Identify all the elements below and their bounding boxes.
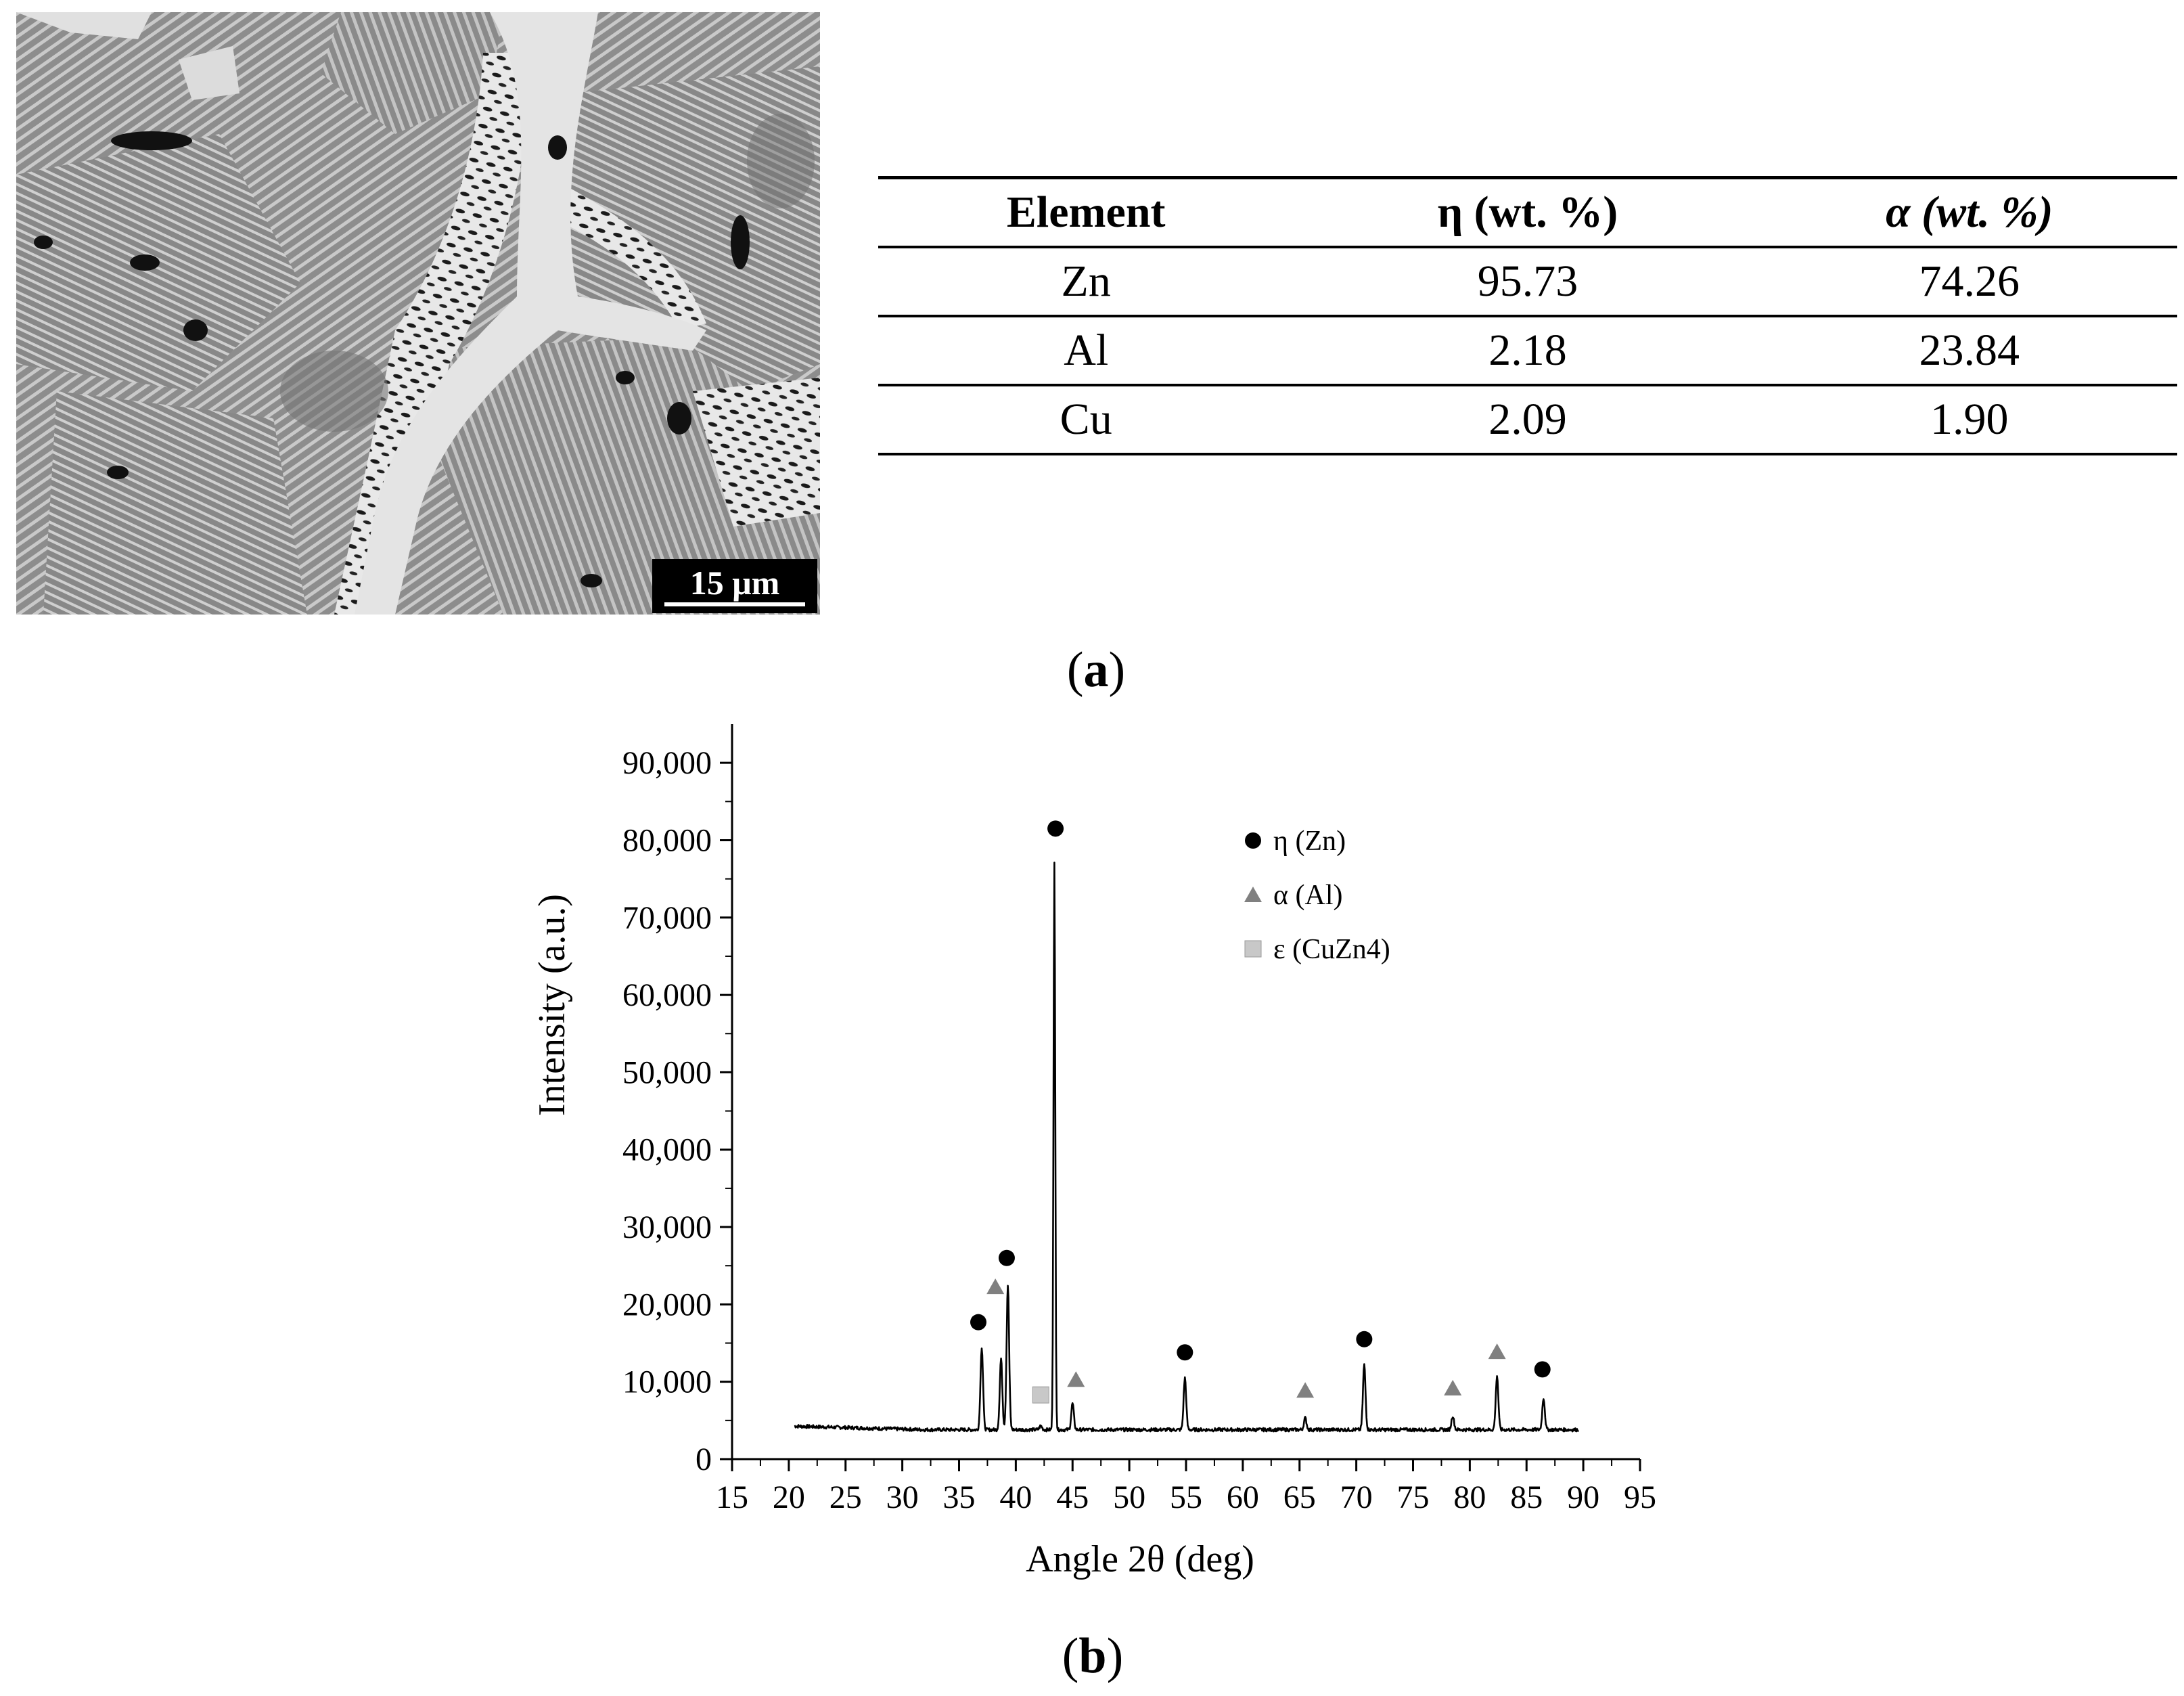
cell-element: Zn [1061,256,1111,306]
circle-legend-marker [1245,832,1261,849]
eta-marker [1177,1344,1193,1361]
x-tick-label: 75 [1397,1479,1430,1515]
x-tick-label: 50 [1113,1479,1145,1515]
cell-eta: 2.09 [1488,395,1567,444]
y-tick-label: 60,000 [622,977,712,1013]
panel-label-a: (a) [1066,642,1126,698]
cell-element: Al [1064,326,1109,375]
x-tick-label: 40 [999,1479,1032,1515]
cell-alpha: 23.84 [1919,326,2020,375]
x-tick-label: 65 [1283,1479,1316,1515]
alpha-marker [1296,1382,1315,1398]
eta-marker [998,1249,1015,1266]
y-tick-label: 90,000 [622,745,712,781]
alpha-marker [1488,1343,1506,1360]
header-element: Element [1006,187,1166,237]
cell-eta: 2.18 [1488,326,1567,375]
table-row: Zn 95.73 74.26 [878,247,2177,316]
cell-alpha: 1.90 [1930,395,2009,444]
x-tick-label: 35 [943,1479,976,1515]
x-tick-label: 95 [1624,1479,1656,1515]
triangle-legend-marker [1244,887,1262,902]
y-axis-title: Intensity (a.u.) [531,894,573,1116]
eta-marker [1047,820,1064,837]
sem-micrograph: 15 μm [16,12,820,615]
cell-element: Cu [1060,395,1112,444]
legend-label: η (Zn) [1273,826,1346,857]
x-tick-label: 15 [716,1479,748,1515]
table-header-row: Element η (wt. %) α (wt. %) [878,177,2177,247]
y-tick-label: 70,000 [622,900,712,936]
phase-markers [970,820,1551,1404]
x-tick-label: 55 [1170,1479,1202,1515]
micrograph-image [16,12,820,615]
panel-letter-a: a [1083,642,1109,698]
x-tick-label: 20 [773,1479,805,1515]
epsilon-marker [1032,1386,1049,1404]
y-tick-label: 20,000 [622,1287,712,1322]
table-row: Al 2.18 23.84 [878,316,2177,385]
x-tick-label: 60 [1227,1479,1259,1515]
chart-ticks: 15 20 25 30 35 40 45 50 55 60 65 70 75 80 85 90 95 0 10,00… [622,745,1656,1515]
x-tick-label: 70 [1340,1479,1373,1515]
y-tick-label: 30,000 [622,1209,712,1245]
scale-bar-label: 15 μm [689,564,780,602]
eta-marker [970,1314,987,1331]
x-tick-label: 90 [1567,1479,1599,1515]
y-tick-label: 80,000 [622,822,712,858]
cell-eta: 95.73 [1477,256,1578,306]
y-tick-label: 10,000 [622,1364,712,1400]
legend-label: ε (CuZn4) [1273,934,1390,965]
x-tick-label: 80 [1453,1479,1486,1515]
cell-alpha: 74.26 [1919,256,2020,306]
panel-label-b: (b) [1062,1628,1124,1684]
y-tick-label: 50,000 [622,1054,712,1090]
x-tick-label: 25 [829,1479,862,1515]
chart-plot-area [794,862,1579,1433]
scale-bar-line [664,602,805,606]
y-tick-label: 40,000 [622,1132,712,1168]
composition-table: Element η (wt. %) α (wt. %) Zn 95.73 74.… [878,176,2177,455]
scale-bar: 15 μm [652,559,817,613]
eta-marker [1534,1361,1551,1378]
x-tick-label: 45 [1056,1479,1089,1515]
chart-legend: η (Zn) α (Al) ε (CuZn4) [1244,826,1390,965]
eta-marker [1356,1331,1373,1347]
legend-label: α (Al) [1273,880,1342,911]
alpha-marker [1067,1371,1085,1387]
header-eta: η (wt. %) [1437,187,1618,237]
x-tick-label: 30 [886,1479,919,1515]
x-axis-title: Angle 2θ (deg) [1026,1538,1254,1580]
header-alpha: α (wt. %) [1886,187,2053,237]
y-tick-label: 0 [696,1442,712,1477]
alpha-marker [986,1278,1005,1295]
square-legend-marker [1244,940,1262,958]
alpha-marker [1444,1379,1462,1396]
table-row: Cu 2.09 1.90 [878,385,2177,454]
x-tick-label: 85 [1510,1479,1543,1515]
panel-letter-b: b [1078,1628,1107,1684]
series-line [794,862,1579,1433]
